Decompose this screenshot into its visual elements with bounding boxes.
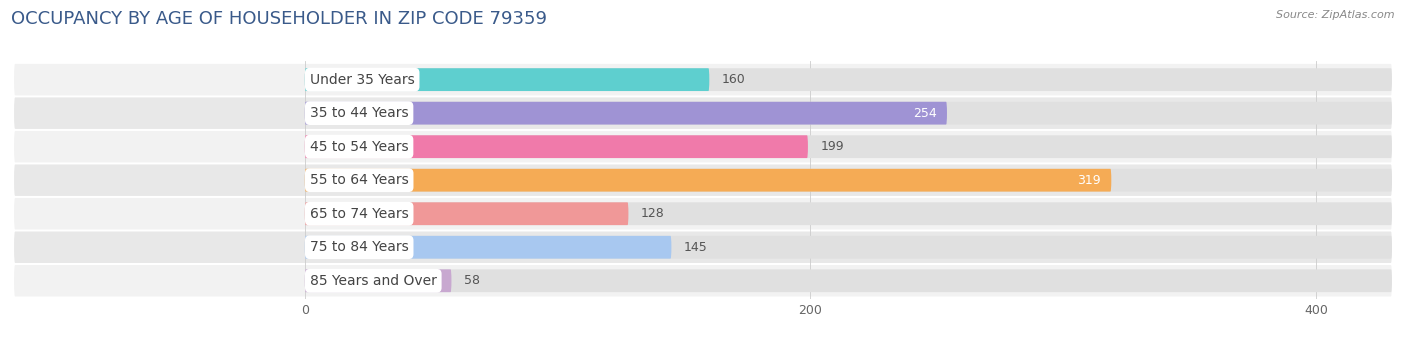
FancyBboxPatch shape — [14, 97, 1392, 129]
Text: 145: 145 — [685, 241, 707, 254]
FancyBboxPatch shape — [305, 102, 948, 124]
FancyBboxPatch shape — [305, 236, 1392, 259]
Text: 254: 254 — [912, 107, 936, 120]
Text: 58: 58 — [464, 274, 479, 287]
FancyBboxPatch shape — [305, 202, 628, 225]
FancyBboxPatch shape — [305, 68, 1392, 91]
FancyBboxPatch shape — [305, 102, 1392, 124]
FancyBboxPatch shape — [14, 165, 1392, 196]
FancyBboxPatch shape — [14, 265, 1392, 296]
FancyBboxPatch shape — [14, 232, 1392, 263]
Text: Source: ZipAtlas.com: Source: ZipAtlas.com — [1277, 10, 1395, 20]
FancyBboxPatch shape — [14, 131, 1392, 163]
FancyBboxPatch shape — [305, 68, 709, 91]
Text: 75 to 84 Years: 75 to 84 Years — [309, 240, 409, 254]
Text: 160: 160 — [721, 73, 745, 86]
FancyBboxPatch shape — [305, 269, 451, 292]
FancyBboxPatch shape — [305, 169, 1111, 192]
FancyBboxPatch shape — [305, 135, 808, 158]
FancyBboxPatch shape — [305, 169, 1392, 192]
FancyBboxPatch shape — [14, 64, 1392, 96]
Text: 35 to 44 Years: 35 to 44 Years — [309, 106, 409, 120]
Text: 199: 199 — [821, 140, 844, 153]
Text: 319: 319 — [1077, 174, 1101, 187]
Text: Under 35 Years: Under 35 Years — [309, 73, 415, 87]
FancyBboxPatch shape — [305, 269, 1392, 292]
FancyBboxPatch shape — [305, 202, 1392, 225]
Text: 128: 128 — [641, 207, 665, 220]
Text: OCCUPANCY BY AGE OF HOUSEHOLDER IN ZIP CODE 79359: OCCUPANCY BY AGE OF HOUSEHOLDER IN ZIP C… — [11, 10, 547, 28]
Text: 65 to 74 Years: 65 to 74 Years — [309, 207, 409, 221]
Text: 85 Years and Over: 85 Years and Over — [309, 274, 437, 288]
FancyBboxPatch shape — [305, 236, 672, 259]
Text: 45 to 54 Years: 45 to 54 Years — [309, 140, 409, 154]
FancyBboxPatch shape — [305, 135, 1392, 158]
FancyBboxPatch shape — [14, 198, 1392, 230]
Text: 55 to 64 Years: 55 to 64 Years — [309, 173, 409, 187]
